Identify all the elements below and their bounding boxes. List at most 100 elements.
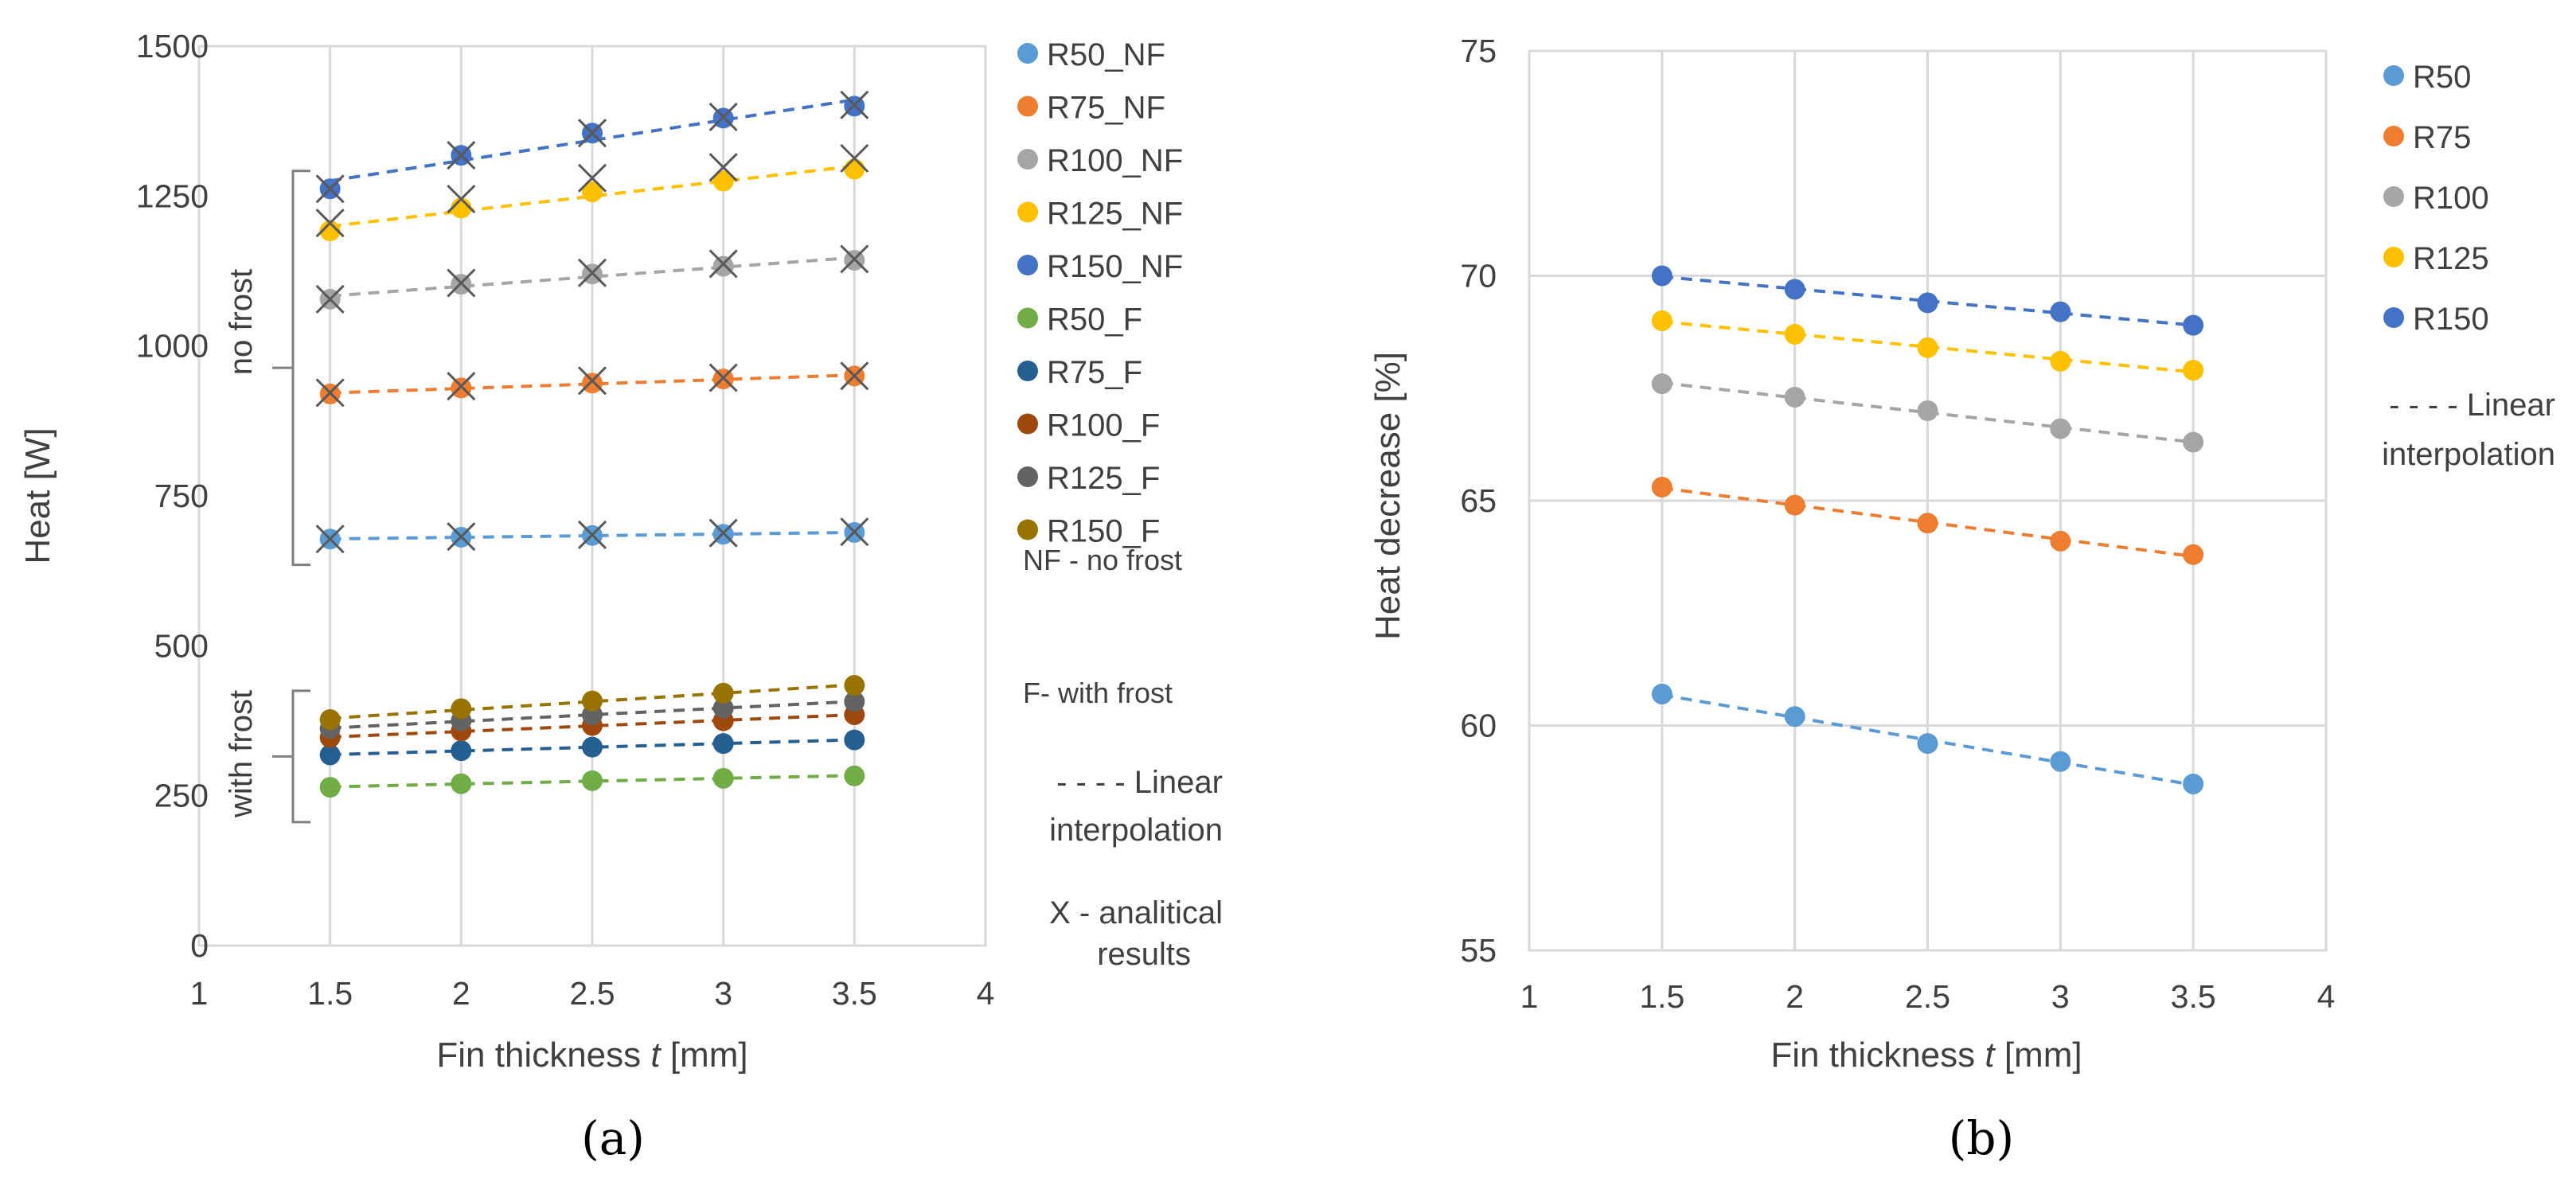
- point-r75: [1651, 477, 1672, 498]
- point-r75-nf: [582, 373, 603, 394]
- no-frost-bracket: [272, 170, 310, 567]
- analytical-x-marker-r100-nf: [577, 258, 607, 287]
- analytical-x-marker-r150-nf: [577, 119, 607, 148]
- analytical-x-marker-r50-nf: [708, 518, 738, 548]
- analytical-x-marker-r150-nf: [315, 174, 345, 204]
- x-tick-label: 1.5: [1639, 978, 1684, 1015]
- x-tick-label: 1: [1520, 978, 1539, 1015]
- point-r50: [1651, 683, 1672, 704]
- point-r125-f: [844, 691, 865, 712]
- point-r50: [1784, 706, 1805, 727]
- legend-marker-r50-f: [1017, 307, 1038, 329]
- x-axis-title-unit: [mm]: [1995, 1036, 2082, 1075]
- point-r125: [2183, 360, 2204, 381]
- point-r50-f: [451, 773, 472, 794]
- point-r125: [1651, 310, 1672, 331]
- point-r150-f: [712, 682, 734, 704]
- trendline-r50-f: [330, 774, 855, 789]
- plot-area-border: [197, 45, 987, 947]
- trendline-r125: [1661, 320, 2194, 374]
- point-r50-f: [582, 770, 603, 791]
- point-r75-f: [844, 729, 865, 751]
- x-tick-label: 2.5: [1905, 978, 1950, 1015]
- x-tick-label: 3: [714, 975, 732, 1012]
- chart-panel-a: 1 1.5 2 2.5 3 3.5 4 0 250 500 750 1000 1250 1500 Fin t…: [18, 28, 1223, 1165]
- analytical-x-marker-r100-nf: [708, 249, 738, 279]
- legend-marker-r125-nf: [1017, 201, 1038, 223]
- point-r125: [1784, 323, 1805, 345]
- analytical-x-marker-r50-nf: [447, 522, 476, 552]
- point-r50: [2050, 751, 2071, 772]
- point-r75-f: [451, 740, 472, 762]
- analytical-x-marker-r125-nf: [577, 163, 607, 193]
- legend-marker-r150-f: [1017, 519, 1038, 540]
- x-tick-label: 4: [977, 975, 995, 1012]
- y-tick-label: 750: [154, 478, 209, 514]
- note-with-frost: F- with frost: [1023, 677, 1173, 709]
- point-r100: [2183, 431, 2204, 453]
- legend-label-r150-f: R150_F: [1047, 514, 1160, 549]
- point-r150: [1651, 265, 1672, 287]
- panel-caption: (b): [1949, 1111, 2014, 1165]
- point-r125-nf: [712, 170, 734, 192]
- analytical-x-marker-r75-nf: [315, 378, 345, 408]
- x-tick-label: 3.5: [2171, 978, 2216, 1015]
- legend-marker-r125: [2383, 247, 2404, 267]
- y-tick-label: 75: [1460, 33, 1497, 69]
- x-axis-title-variable: t: [1985, 1036, 1996, 1075]
- y-tick-label: 60: [1460, 708, 1497, 744]
- legend-marker-r125-f: [1017, 466, 1038, 487]
- x-axis-title-variable: t: [650, 1036, 662, 1075]
- trendline-r50-nf: [330, 530, 855, 541]
- point-r125-nf: [451, 197, 472, 219]
- plot-area-border: [1528, 49, 2328, 952]
- y-tick-label: 0: [190, 927, 209, 964]
- point-r75-f: [712, 733, 734, 755]
- point-r100: [1651, 373, 1672, 395]
- legend-label-r75-f: R75_F: [1047, 355, 1142, 390]
- y-tick-label: 250: [154, 778, 209, 814]
- y-axis-title: Heat [W]: [18, 427, 57, 564]
- trendline-r125-nf: [330, 164, 855, 228]
- legend-label-r125: R125: [2413, 241, 2489, 276]
- legend-label-r150: R150: [2413, 302, 2489, 337]
- analytical-x-marker-r125-nf: [708, 153, 738, 182]
- legend-marker-r75: [2383, 126, 2404, 146]
- analytical-x-marker-r75-nf: [577, 366, 607, 396]
- trendline-r75-f: [330, 738, 855, 757]
- trendline-r100: [1661, 380, 2194, 444]
- with-frost-group-label: with frost: [224, 690, 259, 818]
- legend-label-r125-nf: R125_NF: [1047, 197, 1183, 232]
- point-r75: [2183, 544, 2204, 565]
- point-r100: [1784, 387, 1805, 408]
- trendline-r125-f: [330, 700, 855, 730]
- point-r150: [2183, 314, 2204, 336]
- note-linear-interpolation-1: - - - - Linear: [1056, 765, 1223, 800]
- legend-marker-r50-nf: [1017, 43, 1038, 64]
- analytical-x-marker-r125-nf: [447, 185, 476, 214]
- legend-marker-r100-f: [1017, 413, 1038, 435]
- chart-panel-b: 1 1.5 2 2.5 3 3.5 4 55 60 65 70 75 Fin thickness t […: [1368, 33, 2555, 1165]
- analytical-x-marker-r50-nf: [577, 520, 607, 550]
- legend-label-r50-nf: R50_NF: [1047, 37, 1165, 72]
- y-tick-label: 65: [1460, 482, 1497, 519]
- analytical-x-marker-r100-nf: [315, 284, 345, 314]
- point-r125-f: [712, 697, 734, 719]
- note-no-frost: NF - no frost: [1023, 544, 1182, 576]
- point-r75: [1917, 513, 1938, 534]
- analytical-x-marker-r100-nf: [447, 268, 476, 298]
- legend-marker-r150: [2383, 307, 2404, 328]
- x-tick-label: 2: [452, 975, 470, 1012]
- analytical-x-marker-r50-nf: [840, 517, 869, 547]
- x-axis-title-unit: [mm]: [661, 1036, 748, 1075]
- legend-marker-r50: [2383, 65, 2404, 86]
- with-frost-bracket: [272, 689, 310, 824]
- point-r125: [1917, 337, 1938, 358]
- x-tick-label: 1.5: [307, 975, 353, 1012]
- analytical-x-marker-r100-nf: [840, 244, 869, 274]
- legend-marker-r150-nf: [1017, 255, 1038, 275]
- point-r150: [1784, 279, 1805, 300]
- point-r150-f: [319, 708, 341, 730]
- no-frost-group-label: no frost: [224, 269, 259, 375]
- trendline-r75-nf: [330, 373, 855, 395]
